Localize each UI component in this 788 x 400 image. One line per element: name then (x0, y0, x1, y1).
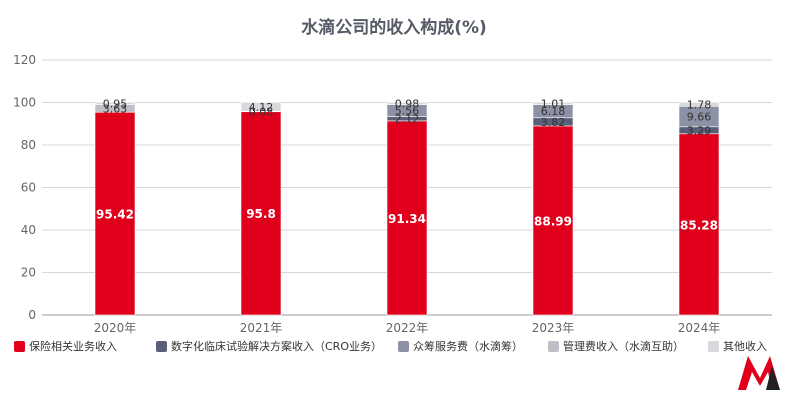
x-tick-label: 2020年 (94, 321, 137, 335)
legend-label: 众筹服务费（水滴筹） (413, 339, 523, 353)
data-label: 3.82 (541, 116, 566, 129)
data-label: 95.42 (96, 208, 134, 222)
bar-segment (678, 102, 720, 107)
legend-swatch (398, 341, 409, 352)
y-tick-label: 100 (13, 96, 36, 110)
legend-swatch (548, 341, 559, 352)
y-tick-label: 20 (21, 266, 36, 280)
bars-layer (94, 102, 720, 316)
data-label: 91.34 (388, 212, 426, 226)
x-tick-label: 2022年 (386, 321, 429, 335)
data-label: 88.99 (534, 214, 572, 228)
x-tick-label: 2023年 (532, 321, 575, 335)
brand-logo-icon (738, 356, 780, 390)
bar-segment (678, 133, 720, 316)
y-tick-label: 0 (28, 308, 36, 322)
legend-label: 其他收入 (723, 339, 767, 353)
legend-swatch (156, 341, 167, 352)
legend-label: 管理费收入（水滴互助） (563, 339, 684, 353)
data-label: 0.98 (395, 98, 420, 111)
x-axis-ticks: 2020年 2021年 2022年 2023年 2024年 (94, 321, 721, 335)
data-label: 9.66 (687, 111, 712, 124)
data-label: 4.12 (249, 101, 274, 114)
y-tick-label: 40 (21, 223, 36, 237)
chart-title: 水滴公司的收入构成(%) (301, 17, 487, 38)
bar-segment (532, 102, 574, 105)
data-label: 95.8 (246, 207, 276, 221)
y-tick-label: 80 (21, 138, 36, 152)
legend-label: 保险相关业务收入 (29, 339, 117, 353)
y-tick-label: 60 (21, 181, 36, 195)
data-label: 6.18 (541, 105, 566, 118)
x-tick-label: 2024年 (678, 321, 721, 335)
data-label: 3.63 (103, 102, 128, 115)
bar-segment (532, 125, 574, 316)
bar-segment (240, 102, 282, 112)
legend: 保险相关业务收入 数字化临床试验解决方案收入（CRO业务） 众筹服务费（水滴筹） 管理… (14, 339, 767, 353)
data-label: 3.29 (687, 124, 712, 137)
bar-segment (94, 102, 136, 105)
data-label: 1.78 (687, 98, 712, 111)
data-label: 1.01 (541, 98, 566, 111)
bar-segment (386, 102, 428, 105)
legend-swatch (708, 341, 719, 352)
data-label: 85.28 (680, 218, 718, 232)
legend-swatch (14, 341, 25, 352)
y-tick-label: 120 (13, 53, 36, 67)
data-labels-layer: 95.42 3.630.95 95.8 0.084.12 91.34 2.125.560.… (96, 98, 718, 233)
data-label: 0.95 (103, 98, 128, 111)
data-label: 2.12 (395, 113, 420, 126)
data-label: 0.08 (249, 105, 274, 118)
data-label: 5.56 (395, 104, 420, 117)
bar-segment (94, 111, 136, 316)
x-tick-label: 2021年 (240, 321, 283, 335)
legend-label: 数字化临床试验解决方案收入（CRO业务） (171, 339, 382, 353)
